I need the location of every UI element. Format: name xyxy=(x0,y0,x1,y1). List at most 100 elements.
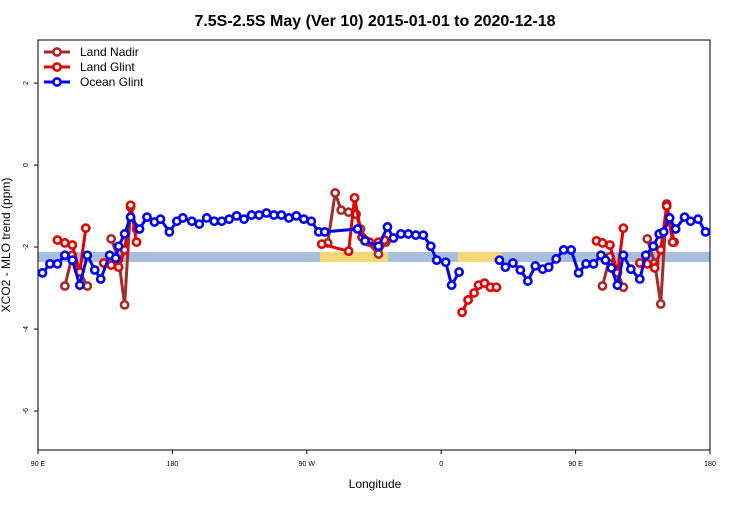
y-tick-label: -6 xyxy=(23,408,30,414)
data-point xyxy=(316,239,327,250)
data-point xyxy=(177,213,188,223)
data-point xyxy=(667,237,678,248)
data-point xyxy=(655,245,666,255)
y-tick-label: -2 xyxy=(23,244,30,250)
data-point xyxy=(606,263,617,273)
data-point xyxy=(469,288,479,298)
data-point xyxy=(418,230,429,241)
data-point xyxy=(403,229,414,239)
data-point xyxy=(410,230,421,241)
x-tick-label: 90 W xyxy=(299,461,316,468)
data-point xyxy=(648,241,659,252)
data-point xyxy=(80,223,91,234)
data-point xyxy=(642,233,653,244)
data-point xyxy=(59,238,70,248)
data-point xyxy=(246,210,257,220)
data-point xyxy=(507,258,518,268)
legend-label: Land Glint xyxy=(80,60,135,74)
data-point xyxy=(330,188,341,198)
x-tick-label: 180 xyxy=(167,461,179,468)
data-point xyxy=(597,238,608,248)
data-point xyxy=(693,214,703,225)
data-point xyxy=(640,250,651,261)
data-point xyxy=(283,213,294,223)
data-point xyxy=(164,226,175,237)
data-point xyxy=(291,210,302,221)
data-point xyxy=(125,200,136,211)
x-tick-label: 90 E xyxy=(568,461,583,468)
data-point xyxy=(600,255,611,266)
data-point xyxy=(431,255,442,266)
data-point xyxy=(551,254,562,264)
data-point xyxy=(491,282,502,293)
data-point xyxy=(209,216,220,227)
data-point xyxy=(82,250,93,261)
data-point xyxy=(231,210,242,221)
data-point xyxy=(269,210,279,220)
data-point xyxy=(494,255,505,266)
data-point xyxy=(239,214,249,225)
data-point xyxy=(89,265,100,275)
data-point xyxy=(52,235,63,245)
data-point xyxy=(155,214,166,225)
data-point xyxy=(373,249,384,259)
data-point xyxy=(457,307,468,318)
x-tick-label: 90 E xyxy=(31,461,46,468)
data-point xyxy=(597,281,608,291)
data-point xyxy=(558,245,569,255)
data-point xyxy=(618,250,629,261)
data-point xyxy=(261,208,272,218)
chart-title: 7.5S-2.5S May (Ver 10) 2015-01-01 to 202… xyxy=(194,13,555,30)
data-point xyxy=(319,226,330,237)
data-point xyxy=(664,213,675,223)
data-point xyxy=(685,216,696,227)
data-point xyxy=(106,233,117,244)
data-point xyxy=(634,274,645,284)
legend-marker xyxy=(52,47,62,57)
data-point xyxy=(543,262,554,273)
data-point xyxy=(360,235,370,246)
y-tick-label: 0 xyxy=(23,163,30,167)
data-point xyxy=(655,299,666,309)
data-point xyxy=(95,274,106,284)
data-point xyxy=(216,216,227,227)
legend-marker xyxy=(52,77,62,87)
data-point xyxy=(336,205,347,216)
data-point xyxy=(119,299,130,310)
data-point xyxy=(74,280,85,291)
legend-label: Land Nadir xyxy=(80,45,139,59)
data-point xyxy=(306,216,317,227)
data-point xyxy=(67,240,78,250)
data-point xyxy=(82,281,93,291)
data-point xyxy=(658,226,669,237)
data-point xyxy=(52,258,63,269)
x-axis-label: Longitude xyxy=(349,477,402,491)
data-point xyxy=(343,207,354,218)
plot-frame xyxy=(37,39,711,451)
data-point xyxy=(201,213,212,223)
data-point xyxy=(425,241,436,252)
data-point xyxy=(343,246,354,257)
data-point xyxy=(113,262,124,273)
data-point xyxy=(131,237,142,248)
data-point xyxy=(194,219,205,229)
data-point xyxy=(522,276,533,286)
data-point xyxy=(388,233,399,243)
x-tick-label: 0 xyxy=(439,461,443,468)
data-point xyxy=(45,258,55,269)
data-point xyxy=(113,241,124,252)
data-point xyxy=(254,210,264,220)
y-axis-label: XCO2 - MLO trend (ppm) xyxy=(0,178,13,313)
data-point xyxy=(134,224,145,234)
data-point xyxy=(649,263,660,273)
data-point xyxy=(224,214,235,225)
data-point xyxy=(573,267,584,278)
data-point xyxy=(186,216,197,227)
data-point xyxy=(625,264,636,275)
data-point xyxy=(700,226,711,237)
land-band xyxy=(320,252,388,262)
data-point xyxy=(581,258,591,269)
data-point xyxy=(463,295,473,305)
